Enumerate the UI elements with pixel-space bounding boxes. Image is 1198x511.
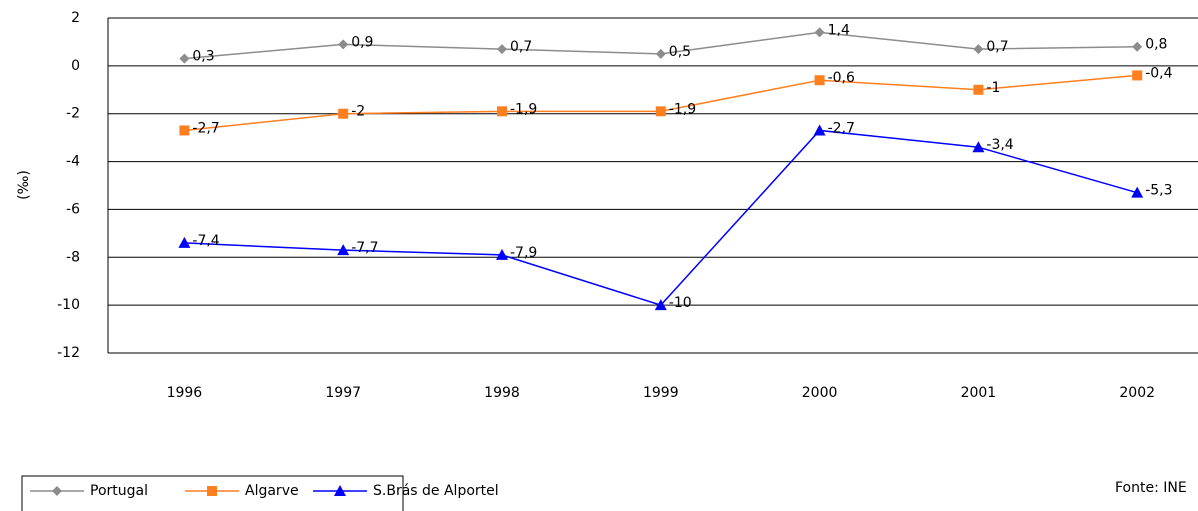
data-label: 0,7 bbox=[986, 39, 1008, 55]
point bbox=[178, 236, 191, 248]
x-tick-label: 2000 bbox=[802, 385, 838, 401]
y-tick-label: -12 bbox=[57, 345, 80, 361]
x-tick-label: 1999 bbox=[643, 385, 679, 401]
data-label: -0,6 bbox=[828, 70, 855, 86]
y-tick-label: -6 bbox=[66, 201, 80, 217]
y-tick-label: 2 bbox=[71, 10, 80, 26]
data-label: -1,9 bbox=[510, 101, 537, 117]
data-label: 0,9 bbox=[351, 34, 373, 50]
point bbox=[973, 44, 984, 55]
point bbox=[814, 75, 825, 86]
point bbox=[814, 27, 825, 38]
data-label: -7,4 bbox=[192, 233, 219, 249]
data-label: -0,4 bbox=[1145, 65, 1172, 81]
point bbox=[654, 299, 667, 311]
x-tick-label: 2002 bbox=[1119, 385, 1155, 401]
data-label: -3,4 bbox=[986, 137, 1013, 153]
point bbox=[338, 39, 349, 50]
data-label: -2,7 bbox=[192, 120, 219, 136]
point bbox=[497, 106, 507, 117]
data-label: 0,7 bbox=[510, 39, 532, 55]
legend-box bbox=[21, 475, 404, 511]
point bbox=[1132, 70, 1143, 81]
data-label: -10 bbox=[669, 295, 692, 311]
data-label: -1 bbox=[986, 80, 1000, 96]
data-label: -7,9 bbox=[510, 245, 537, 261]
point bbox=[179, 125, 190, 136]
legend-label: Algarve bbox=[245, 483, 299, 499]
point bbox=[1132, 41, 1143, 52]
point bbox=[52, 486, 62, 496]
point bbox=[1131, 186, 1144, 198]
y-tick-label: -8 bbox=[66, 249, 80, 265]
y-tick-label: -2 bbox=[66, 106, 80, 122]
x-tick-label: 1997 bbox=[325, 385, 361, 401]
series-line bbox=[184, 129, 1138, 307]
data-label: -2,7 bbox=[828, 120, 855, 136]
y-tick-label: 0 bbox=[71, 58, 80, 74]
data-label: -1,9 bbox=[669, 101, 696, 117]
point bbox=[655, 48, 666, 59]
x-tick-label: 1996 bbox=[167, 385, 203, 401]
x-tick-label: 2001 bbox=[961, 385, 997, 401]
y-axis-label: (‰) bbox=[16, 170, 32, 200]
x-tick-label: 1998 bbox=[484, 385, 520, 401]
data-label: -7,7 bbox=[351, 240, 378, 256]
data-label: -5,3 bbox=[1145, 183, 1172, 199]
point bbox=[973, 84, 984, 95]
data-label: -2 bbox=[351, 104, 365, 120]
data-label: 0,5 bbox=[669, 44, 691, 60]
point bbox=[207, 486, 217, 496]
point bbox=[813, 124, 826, 136]
y-tick-label: -10 bbox=[57, 297, 80, 313]
point bbox=[334, 485, 346, 496]
source-note: Fonte: INE bbox=[1115, 480, 1187, 496]
legend-label: Portugal bbox=[90, 483, 148, 499]
data-label: 1,4 bbox=[828, 22, 850, 38]
data-label: 0,3 bbox=[192, 49, 214, 65]
y-tick-label: -4 bbox=[66, 154, 80, 170]
point bbox=[338, 108, 349, 119]
point bbox=[972, 141, 985, 153]
point bbox=[179, 53, 190, 64]
point bbox=[496, 248, 508, 260]
point bbox=[655, 106, 666, 117]
point bbox=[497, 44, 507, 55]
point bbox=[337, 244, 350, 256]
data-label: 0,8 bbox=[1145, 37, 1167, 53]
legend-label: S.Brás de Alportel bbox=[373, 483, 499, 499]
